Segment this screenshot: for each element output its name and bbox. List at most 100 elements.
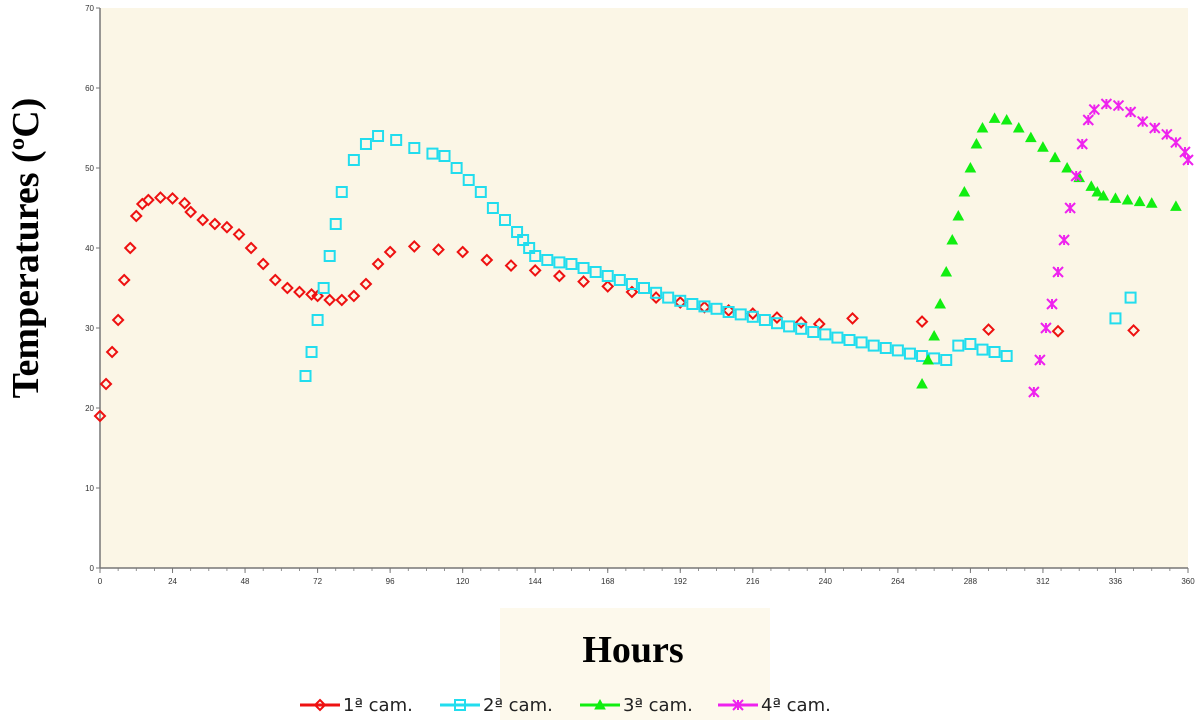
data-point: [383, 245, 397, 259]
legend-label: 3ª cam.: [623, 695, 693, 716]
data-point: [831, 331, 844, 344]
data-point: [486, 202, 499, 214]
y-tick-label: 70: [85, 4, 94, 13]
series-3: [916, 112, 1182, 389]
data-point: [903, 347, 916, 360]
legend-label: 4ª cam.: [761, 695, 831, 716]
data-point: [783, 320, 796, 333]
data-point: [952, 209, 965, 221]
data-point: [1028, 386, 1040, 398]
y-tick-label: 20: [85, 404, 94, 413]
y-tick-label: 50: [85, 164, 94, 173]
data-point: [329, 218, 342, 230]
x-tick-label: 168: [601, 577, 615, 586]
y-tick-label: 30: [85, 324, 94, 333]
data-point: [1046, 298, 1058, 310]
data-point: [746, 310, 759, 323]
data-point: [335, 186, 348, 198]
data-point: [922, 353, 934, 365]
data-point: [1037, 141, 1049, 152]
data-point: [372, 130, 385, 142]
data-point: [916, 377, 928, 389]
data-point: [553, 256, 566, 269]
data-point: [474, 186, 487, 198]
data-point: [795, 322, 808, 335]
data-point: [1170, 136, 1182, 149]
legend-label: 2ª cam.: [483, 695, 553, 716]
data-point: [117, 273, 131, 287]
data-point: [1100, 98, 1113, 110]
data-point: [673, 295, 687, 309]
x-tick-label: 264: [891, 577, 905, 586]
data-point: [166, 191, 179, 205]
data-point: [1085, 180, 1098, 191]
data-point: [184, 205, 198, 219]
data-point: [662, 291, 675, 304]
data-point: [1121, 193, 1134, 205]
data-point: [807, 326, 820, 338]
data-point: [1145, 197, 1158, 208]
data-point: [812, 317, 826, 331]
data-point: [528, 263, 542, 277]
data-point: [523, 242, 536, 254]
data-point: [976, 343, 989, 356]
data-point: [946, 233, 959, 245]
data-point: [1124, 106, 1137, 118]
xlabel-box: [500, 608, 770, 720]
data-point: [154, 191, 167, 205]
data-point: [988, 112, 1001, 123]
data-point: [280, 281, 294, 295]
data-point: [1076, 138, 1088, 150]
data-point: [722, 306, 735, 318]
x-tick-label: 24: [168, 577, 177, 586]
data-point: [940, 265, 953, 277]
data-point: [1182, 154, 1194, 166]
legend-marker: [594, 698, 606, 710]
x-tick-label: 96: [386, 577, 395, 586]
data-point: [819, 328, 832, 341]
data-point: [293, 285, 306, 299]
data-point: [432, 243, 445, 257]
x-tick-label: 240: [819, 577, 833, 586]
data-point: [722, 303, 736, 317]
data-point: [426, 147, 439, 160]
x-tick-label: 192: [674, 577, 688, 586]
data-point: [504, 259, 518, 273]
data-point: [758, 314, 771, 326]
data-point: [323, 293, 337, 307]
y-tick-label: 60: [85, 84, 94, 93]
data-point: [1133, 195, 1146, 207]
data-point: [940, 354, 953, 366]
data-point: [450, 162, 463, 174]
data-point: [1024, 131, 1037, 143]
data-point: [1000, 350, 1013, 362]
data-point: [1136, 115, 1149, 128]
data-point: [552, 269, 566, 283]
series-layer: [93, 98, 1194, 423]
data-point: [462, 174, 475, 186]
data-point: [220, 220, 234, 234]
data-point: [359, 277, 373, 291]
data-point: [846, 311, 859, 325]
data-point: [1040, 322, 1052, 334]
data-point: [1052, 266, 1064, 278]
data-point: [867, 339, 880, 352]
x-tick-label: 72: [313, 577, 322, 586]
data-point: [347, 154, 360, 166]
y-tick-label: 10: [85, 484, 94, 493]
legend-marker: [454, 699, 466, 711]
data-point: [1034, 354, 1046, 366]
data-point: [99, 377, 113, 391]
data-point: [915, 315, 929, 329]
data-point: [359, 138, 372, 150]
data-point: [311, 289, 325, 303]
data-point: [891, 344, 904, 357]
x-tick-label: 288: [964, 577, 978, 586]
data-point: [650, 286, 663, 299]
x-tick-label: 0: [98, 577, 103, 586]
legend-item-1: 1ª cam.: [300, 695, 413, 716]
data-point: [601, 270, 614, 282]
data-point: [710, 302, 723, 315]
data-point: [625, 278, 638, 290]
